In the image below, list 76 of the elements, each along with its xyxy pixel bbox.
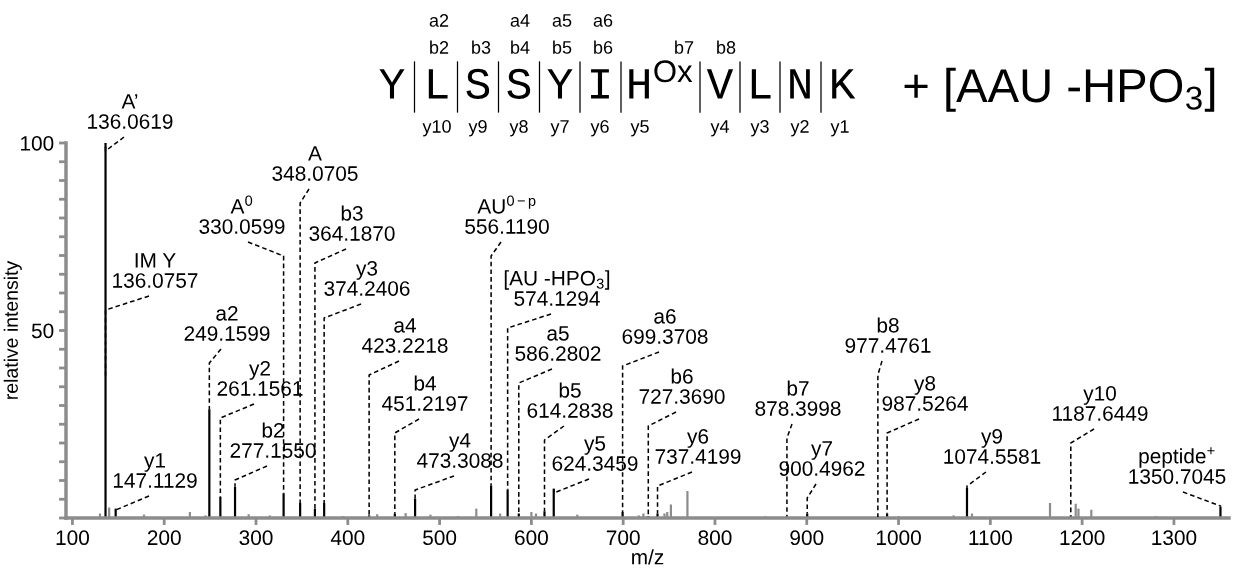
annotation: a4 423.2218 <box>362 318 448 353</box>
x-tick-label: 400 <box>330 530 365 546</box>
text: L <box>751 69 771 99</box>
annotation: y5 624.3459 <box>552 436 638 471</box>
annotation: b5 614.2838 <box>527 382 613 418</box>
text: I <box>591 69 609 99</box>
text: y10 <box>422 120 451 137</box>
text: Y <box>547 69 573 99</box>
text: y1 <box>830 120 849 137</box>
annotation: A’ 136.0619 <box>88 94 173 129</box>
text: K <box>832 69 856 99</box>
x-tick-label: 300 <box>239 530 273 546</box>
annotation: peptide$^{+}$ 1350.7045 <box>1129 447 1226 484</box>
annotation: y4 473.3088 <box>417 433 503 468</box>
annotation: b3 364.1870 <box>309 205 395 241</box>
text: V <box>706 69 734 99</box>
x-tick-label: 500 <box>423 530 457 546</box>
x-tick-label: 1000 <box>876 530 921 546</box>
text: S <box>507 68 531 99</box>
annotation: y7 900.4962 <box>779 441 865 476</box>
text: y8 <box>509 120 528 137</box>
text: a5 <box>552 14 572 27</box>
annotation: b6 727.3690 <box>639 368 725 404</box>
text: a4 <box>510 14 530 27</box>
text: b3 <box>472 40 491 54</box>
text: y9 <box>468 120 487 137</box>
annotation: b7 878.3998 <box>755 380 841 416</box>
annotation: IM Y 136.0757 <box>113 253 198 288</box>
annotation: y6 737.4199 <box>655 428 741 464</box>
x-axis-title: m/z <box>632 549 664 565</box>
text: Y <box>379 69 405 99</box>
text: H$^{Ox}$ <box>629 60 693 99</box>
x-tick-label: 700 <box>606 530 640 546</box>
text: b7 <box>675 40 694 54</box>
annotation: A$^{0}$ 330.0599 <box>199 195 285 234</box>
x-tick-label: 600 <box>515 530 548 546</box>
annotation: y1 147.1129 <box>113 453 197 488</box>
text: b6 <box>594 40 613 54</box>
text: y4 <box>710 120 730 137</box>
text: y3 <box>750 120 769 137</box>
annotation: b4 451.2197 <box>382 375 468 411</box>
x-tick-label: 200 <box>147 530 181 546</box>
text: L <box>428 69 448 99</box>
text: b5 <box>553 40 572 54</box>
annotation: a5 586.2802 <box>515 326 601 361</box>
annotation: y10 1187.6449 <box>1053 385 1148 421</box>
y-tick-label: 50 <box>31 323 54 339</box>
text: b2 <box>430 40 449 54</box>
text: b4 <box>511 40 530 54</box>
text: S <box>466 68 490 99</box>
annotation: [AU -HPO$_{3}$] 574.1294 <box>504 270 610 306</box>
annotation: a6 699.3708 <box>622 308 708 344</box>
annotation: AU$^{0−p}$ 556.1190 <box>465 195 549 234</box>
text: a2 <box>429 14 449 27</box>
y-axis-title: relative intensity <box>3 260 22 399</box>
annotation: y8 987.5264 <box>882 375 968 411</box>
x-tick-label: 900 <box>790 530 824 546</box>
x-tick-label: 1100 <box>969 530 1012 546</box>
text: + [AAU -HPO$_{3}$] <box>904 67 1215 112</box>
x-tick-label: 100 <box>56 530 89 546</box>
annotation: b8 977.4761 <box>845 317 931 353</box>
annotation: y9 1074.5581 <box>944 428 1041 464</box>
text: a6 <box>593 14 613 27</box>
text: N <box>790 69 810 99</box>
annotation: y3 374.2406 <box>324 260 410 296</box>
annotation: y2 261.1561 <box>217 360 303 396</box>
text: y2 <box>790 120 809 137</box>
text: y6 <box>590 120 609 137</box>
x-tick-label: 1300 <box>1152 530 1197 546</box>
text: b8 <box>717 40 736 54</box>
x-tick-label: 1200 <box>1060 530 1105 546</box>
text: y7 <box>550 120 569 137</box>
annotation: a2 249.1599 <box>184 305 270 341</box>
x-tick-label: 800 <box>698 530 732 546</box>
annotation: A 348.0705 <box>272 146 358 181</box>
text: y5 <box>630 120 649 137</box>
